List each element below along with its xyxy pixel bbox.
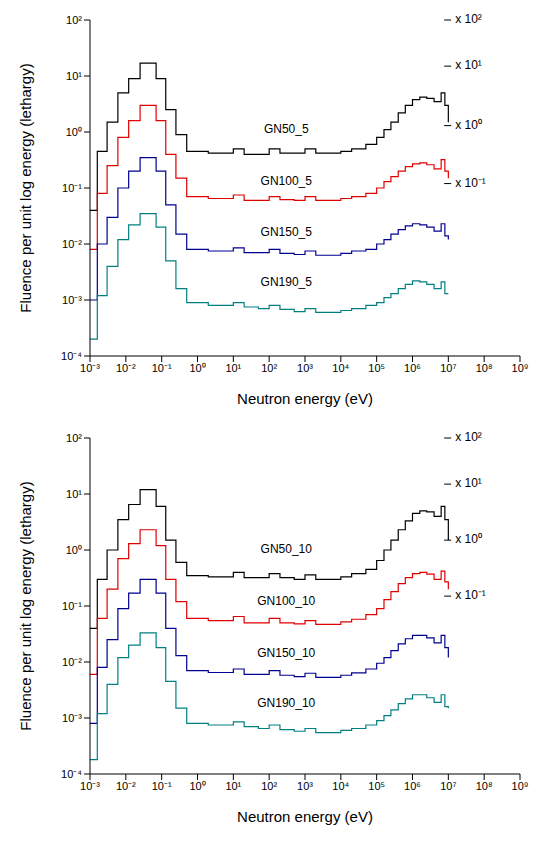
svg-text:GN100_10: GN100_10 (257, 594, 315, 608)
svg-text:x 10⁻¹: x 10⁻¹ (455, 176, 486, 190)
svg-text:10⁴: 10⁴ (332, 780, 349, 792)
svg-text:10⁰: 10⁰ (66, 544, 82, 556)
svg-text:10¹: 10¹ (66, 70, 82, 82)
svg-text:10²: 10² (261, 780, 277, 792)
svg-text:10³: 10³ (297, 780, 313, 792)
svg-text:10⁸: 10⁸ (476, 780, 493, 792)
svg-text:10⁻²: 10⁻² (62, 238, 82, 250)
svg-text:GN190_10: GN190_10 (257, 696, 315, 710)
svg-text:GN100_5: GN100_5 (261, 174, 313, 188)
svg-text:x 10²: x 10² (455, 12, 482, 26)
svg-text:10⁻³: 10⁻³ (62, 712, 82, 724)
svg-text:10²: 10² (261, 362, 277, 374)
svg-text:10⁻³: 10⁻³ (62, 294, 82, 306)
svg-text:10⁻¹: 10⁻¹ (152, 362, 172, 374)
svg-text:10⁵: 10⁵ (368, 362, 385, 374)
svg-text:10⁻¹: 10⁻¹ (62, 600, 82, 612)
svg-text:GN50_5: GN50_5 (264, 122, 309, 136)
svg-text:10⁶: 10⁶ (404, 780, 421, 792)
svg-text:Neutron energy (eV): Neutron energy (eV) (237, 390, 373, 407)
svg-text:10¹: 10¹ (225, 362, 241, 374)
svg-text:10²: 10² (66, 432, 82, 444)
svg-text:x 10¹: x 10¹ (455, 58, 482, 72)
svg-text:10⁴: 10⁴ (332, 362, 349, 374)
svg-text:Neutron energy (eV): Neutron energy (eV) (237, 808, 373, 825)
svg-text:10⁵: 10⁵ (368, 780, 385, 792)
svg-text:x 10⁻¹: x 10⁻¹ (455, 588, 486, 602)
svg-text:GN50_10: GN50_10 (261, 542, 313, 556)
svg-text:10⁰: 10⁰ (189, 362, 205, 374)
svg-text:10⁻⁴: 10⁻⁴ (61, 768, 82, 780)
svg-text:10⁹: 10⁹ (512, 780, 529, 792)
svg-text:GN150_5: GN150_5 (261, 225, 313, 239)
svg-text:10⁻¹: 10⁻¹ (152, 780, 172, 792)
svg-text:10²: 10² (66, 14, 82, 26)
svg-text:GN190_5: GN190_5 (261, 275, 313, 289)
svg-text:10⁻⁴: 10⁻⁴ (61, 350, 82, 362)
svg-text:10⁻²: 10⁻² (62, 656, 82, 668)
svg-text:10⁰: 10⁰ (66, 126, 82, 138)
svg-text:Fluence per unit log energy (l: Fluence per unit log energy (lethargy) (17, 63, 34, 312)
svg-text:Fluence per unit log energy (l: Fluence per unit log energy (lethargy) (17, 481, 34, 730)
svg-text:10³: 10³ (297, 362, 313, 374)
svg-text:10⁶: 10⁶ (404, 362, 421, 374)
svg-text:10⁹: 10⁹ (512, 362, 529, 374)
svg-text:10¹: 10¹ (225, 780, 241, 792)
svg-text:10⁻³: 10⁻³ (80, 780, 100, 792)
svg-text:10⁻¹: 10⁻¹ (62, 182, 82, 194)
svg-text:x 10⁰: x 10⁰ (455, 118, 482, 132)
svg-text:10⁰: 10⁰ (189, 780, 205, 792)
svg-text:10⁷: 10⁷ (440, 780, 456, 792)
svg-text:10¹: 10¹ (66, 488, 82, 500)
svg-text:10⁻³: 10⁻³ (80, 362, 100, 374)
svg-text:10⁷: 10⁷ (440, 362, 456, 374)
svg-text:GN150_10: GN150_10 (257, 646, 315, 660)
svg-text:x 10¹: x 10¹ (455, 476, 482, 490)
svg-text:x 10²: x 10² (455, 430, 482, 444)
svg-text:10⁸: 10⁸ (476, 362, 493, 374)
svg-text:x 10⁰: x 10⁰ (455, 532, 482, 546)
svg-text:10⁻²: 10⁻² (116, 362, 136, 374)
svg-text:10⁻²: 10⁻² (116, 780, 136, 792)
